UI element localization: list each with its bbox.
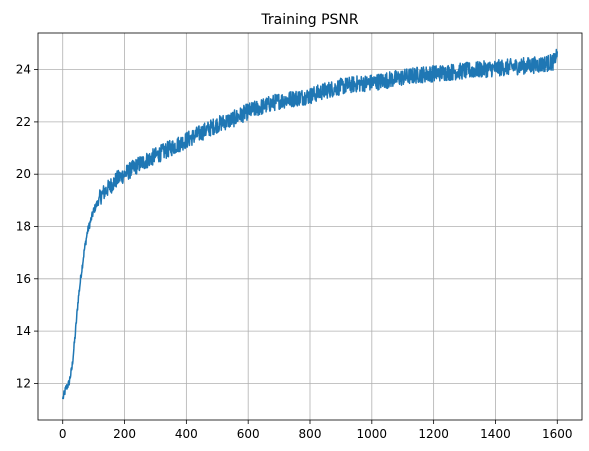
x-tick-label: 200 (113, 427, 136, 441)
y-tick-label: 20 (16, 167, 31, 181)
y-axis-ticks: 12 14 16 18 20 22 24 (16, 63, 38, 390)
y-tick-label: 14 (16, 324, 31, 338)
x-tick-label: 1000 (357, 427, 388, 441)
x-axis-ticks: 0 200 400 600 800 1000 1200 1400 1600 (59, 420, 573, 441)
y-tick-label: 24 (16, 63, 31, 77)
x-tick-label: 1200 (418, 427, 449, 441)
x-tick-label: 800 (299, 427, 322, 441)
y-tick-label: 12 (16, 376, 31, 390)
x-tick-label: 0 (59, 427, 67, 441)
x-tick-label: 1600 (542, 427, 573, 441)
x-tick-label: 600 (237, 427, 260, 441)
x-tick-label: 1400 (480, 427, 511, 441)
x-tick-label: 400 (175, 427, 198, 441)
chart-title: Training PSNR (260, 12, 358, 28)
psnr-series-line (61, 48, 559, 400)
y-tick-label: 16 (16, 272, 31, 286)
y-tick-label: 18 (16, 220, 31, 234)
y-tick-label: 22 (16, 115, 31, 129)
